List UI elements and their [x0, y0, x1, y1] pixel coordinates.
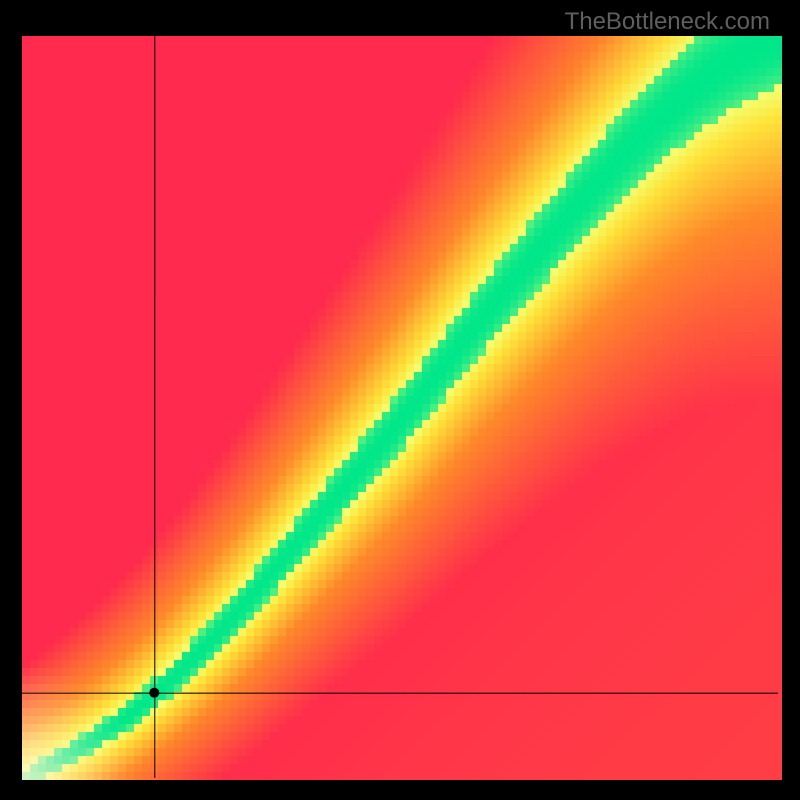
chart-container: TheBottleneck.com	[0, 0, 800, 800]
watermark-text: TheBottleneck.com	[565, 8, 770, 36]
heatmap-canvas	[0, 0, 800, 800]
